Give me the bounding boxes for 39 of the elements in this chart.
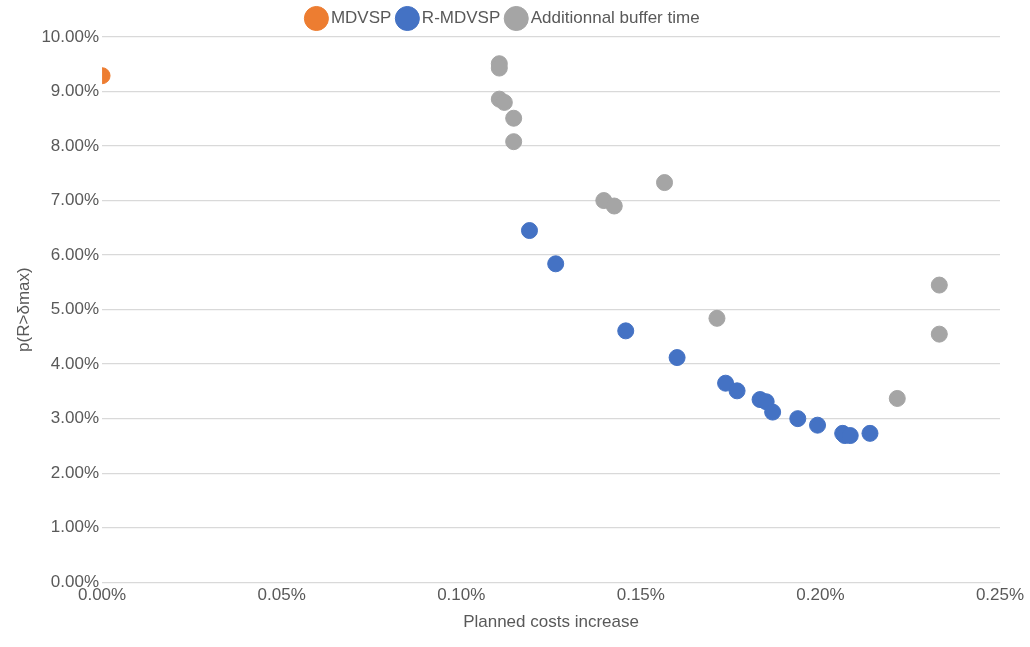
point: [930, 276, 948, 294]
y-tick-label: 1.00%: [50, 517, 100, 537]
x-tick-label: 0.15%: [616, 585, 665, 605]
x-tick-label: 0.10%: [437, 585, 486, 605]
point: [495, 93, 513, 111]
point: [809, 416, 827, 434]
y-tick-label: 10.00%: [41, 26, 100, 46]
y-tick-label: 7.00%: [50, 190, 100, 210]
y-tick-label: 4.00%: [50, 353, 100, 373]
point: [656, 174, 674, 192]
y-tick-label: 8.00%: [50, 135, 100, 155]
y-tick-label: 9.00%: [50, 81, 100, 101]
point: [605, 197, 623, 215]
point: [930, 325, 948, 343]
y-tick-label: 5.00%: [50, 299, 100, 319]
point: [861, 424, 879, 442]
y-axis-title: p(R>δmax): [13, 267, 33, 352]
point: [547, 255, 565, 273]
point: [728, 382, 746, 400]
x-tick-label: 0.05%: [257, 585, 306, 605]
x-axis-title: Planned costs increase: [463, 612, 639, 632]
point: [668, 349, 686, 367]
point: [789, 410, 807, 428]
point: [520, 222, 538, 240]
point: [505, 133, 523, 151]
point: [617, 322, 635, 340]
point: [505, 109, 523, 127]
point: [708, 309, 726, 327]
legend-label: MDVSP: [330, 8, 392, 28]
point: [888, 389, 906, 407]
y-tick-label: 2.00%: [50, 462, 100, 482]
point: [764, 403, 782, 421]
legend-label: R-MDVSP: [421, 8, 501, 28]
x-tick-label: 0.25%: [975, 585, 1025, 605]
legend-label: Additionnal buffer time: [530, 8, 700, 28]
y-tick-label: 3.00%: [50, 408, 100, 428]
point: [717, 374, 735, 392]
x-tick-label: 0.20%: [796, 585, 845, 605]
y-tick-label: 6.00%: [50, 244, 100, 264]
